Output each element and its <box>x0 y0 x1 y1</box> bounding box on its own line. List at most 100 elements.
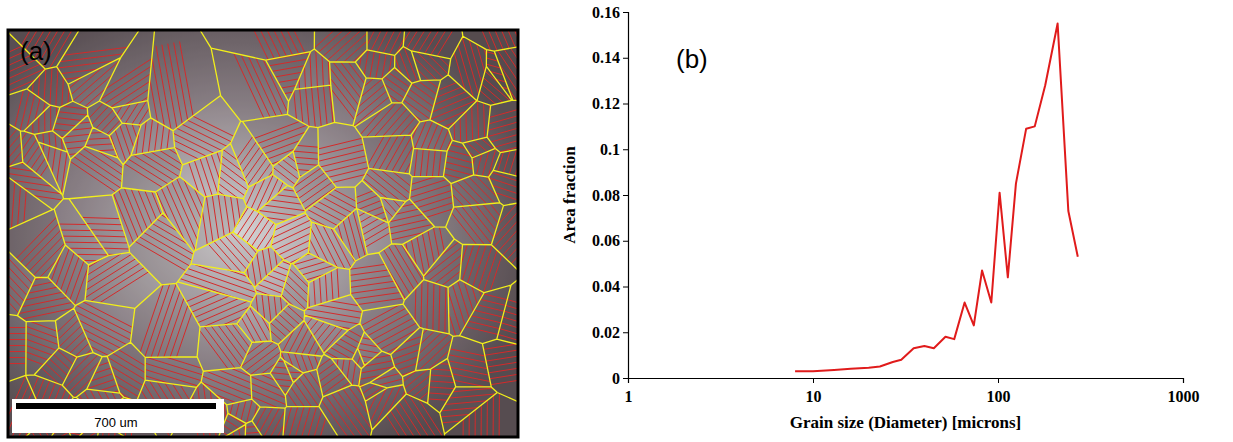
twin-boundary <box>8 308 107 349</box>
twin-boundary <box>428 96 441 215</box>
twin-boundary <box>447 137 518 223</box>
panel-label: (a) <box>20 36 52 66</box>
twin-boundary <box>294 300 335 413</box>
twin-boundary <box>10 111 78 210</box>
grain <box>486 50 512 101</box>
twin-boundary <box>59 90 76 209</box>
twin-boundary <box>342 313 448 370</box>
twin-boundary <box>368 30 389 125</box>
twin-boundary <box>227 38 278 147</box>
grain <box>283 406 338 437</box>
twin-boundary <box>227 71 345 92</box>
y-tick: 0.02 <box>592 324 628 341</box>
y-tick: 0.08 <box>592 187 628 204</box>
twin-boundary <box>8 30 67 95</box>
x-tick-label: 10 <box>806 388 822 405</box>
grain <box>359 351 395 387</box>
twin-boundary <box>133 162 178 273</box>
x-axis-title: Grain size (Diameter) [microns] <box>790 413 1021 432</box>
y-tick: 0.16 <box>592 4 628 21</box>
grain <box>26 321 59 376</box>
y-tick-mark <box>623 287 628 288</box>
y-axis: 00.020.040.060.080.10.120.140.16 <box>592 4 629 387</box>
y-tick-label: 0.08 <box>592 187 620 204</box>
twin-boundary <box>212 360 322 407</box>
grain-boundaries <box>8 30 518 437</box>
y-axis-title: Area fraction <box>560 146 579 244</box>
twin-boundary <box>445 30 479 135</box>
twin-boundary <box>385 218 479 292</box>
twin-boundary <box>148 85 163 204</box>
twins <box>319 257 443 309</box>
x-tick: 100 <box>987 378 1011 405</box>
data-line <box>795 23 1078 371</box>
twin-boundary <box>8 106 127 120</box>
twin-boundary <box>180 42 201 160</box>
twin-boundary <box>443 337 518 356</box>
x-tick-label: 1000 <box>1168 388 1200 405</box>
y-tick-mark <box>623 149 628 150</box>
x-tick-label: 1 <box>625 388 633 405</box>
twin-boundary <box>328 350 427 417</box>
x-tick-mark <box>1183 378 1184 383</box>
twin-boundary <box>217 349 327 396</box>
x-tick-mark <box>998 378 999 383</box>
grain <box>451 175 500 207</box>
twins <box>309 178 431 270</box>
twins <box>8 94 83 213</box>
twin-boundary <box>8 237 62 324</box>
twin-boundary <box>8 233 66 320</box>
twin-boundary <box>440 243 476 358</box>
x-axis: 1 10 100 1000 <box>625 378 1200 405</box>
grain <box>20 131 61 194</box>
twin-boundary <box>484 30 518 84</box>
twin-boundary <box>124 82 139 201</box>
twin-boundary <box>51 234 152 298</box>
y-tick: 0.1 <box>600 141 628 158</box>
micrograph <box>8 30 518 437</box>
grain <box>360 304 420 355</box>
grain <box>287 85 334 127</box>
y-tick: 0.12 <box>592 95 628 112</box>
twins <box>8 228 71 340</box>
micrograph-background <box>8 30 518 437</box>
twin-boundary <box>289 302 330 415</box>
y-tick-mark <box>623 195 628 196</box>
y-tick-label: 0.14 <box>592 49 620 66</box>
twin-boundary <box>414 239 417 359</box>
twins <box>78 51 173 172</box>
y-tick-mark <box>623 378 628 379</box>
twin-boundary <box>434 150 518 236</box>
y-tick-label: 0.12 <box>592 95 620 112</box>
twin-boundary <box>412 415 518 426</box>
twin-boundary <box>352 89 411 193</box>
twin-boundary <box>426 239 429 359</box>
x-tick-label: 100 <box>987 388 1011 405</box>
twin-boundary <box>321 340 420 407</box>
twin-boundary <box>422 96 435 215</box>
twin-boundary <box>444 240 447 360</box>
grain <box>180 150 223 197</box>
twin-boundary <box>8 30 62 92</box>
twins <box>327 287 450 376</box>
twin-boundary <box>210 109 279 207</box>
twin-boundary <box>195 211 275 301</box>
twin-boundary <box>174 43 195 161</box>
twin-boundary <box>24 82 143 97</box>
grain <box>8 124 23 167</box>
twin-boundary <box>8 112 127 126</box>
y-axis-line <box>623 13 629 379</box>
twin-boundary <box>490 30 518 82</box>
twin-boundary <box>8 336 96 377</box>
twin-boundary <box>61 249 162 313</box>
scale-bar: 700 um <box>12 399 224 433</box>
twin-boundary <box>356 30 377 123</box>
y-tick-mark <box>623 332 628 333</box>
twin-boundary <box>40 159 160 166</box>
twin-boundary <box>254 243 341 326</box>
y-tick: 0.06 <box>592 232 628 249</box>
plot-area <box>795 23 1078 371</box>
x-tick-mark <box>813 378 814 383</box>
twin-boundary <box>8 228 71 315</box>
y-tick: 0.14 <box>592 49 628 66</box>
